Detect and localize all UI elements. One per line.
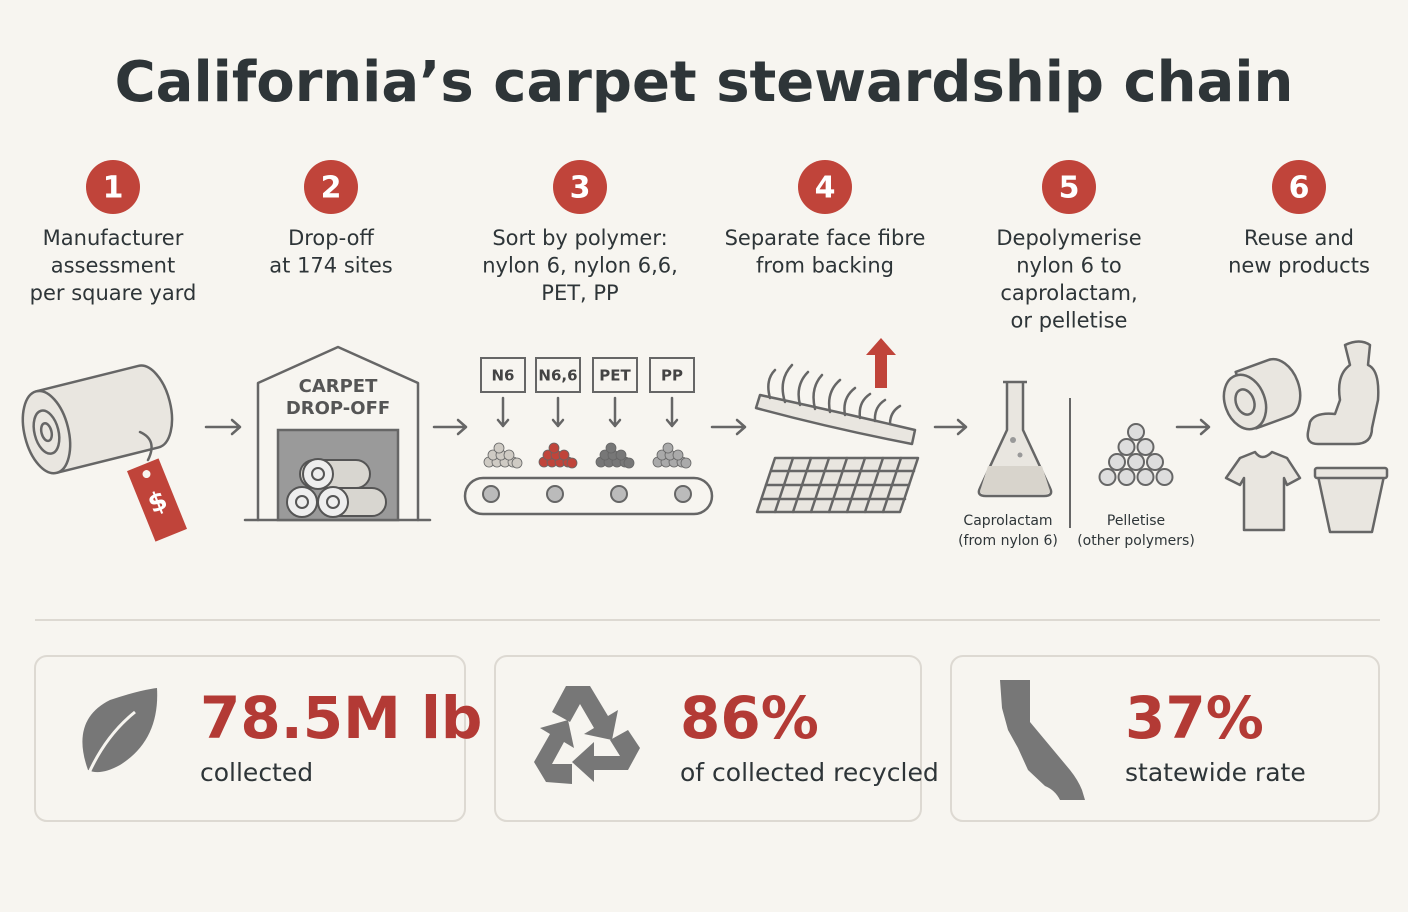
- pellet: [1146, 453, 1164, 471]
- step-label: from backing: [756, 254, 894, 278]
- drop-off-icon: CARPET DROP-OFF: [243, 345, 432, 522]
- pile: [503, 449, 515, 461]
- stat-caption: statewide rate: [1125, 758, 1306, 787]
- step-label: per square yard: [30, 281, 197, 305]
- step-label: caprolactam,: [1000, 281, 1137, 305]
- step-badge: [304, 160, 358, 214]
- pellet: [1117, 438, 1136, 456]
- bin-label: N6: [492, 367, 515, 385]
- roller: [482, 485, 500, 503]
- bin-label: PET: [599, 367, 631, 385]
- flow-arrows: [204, 418, 1211, 436]
- step-label: assessment: [51, 254, 175, 278]
- step-badge: [86, 160, 140, 214]
- step-badge: [1042, 160, 1096, 214]
- bin-label: PP: [661, 367, 683, 385]
- output-name: Pelletise: [1107, 513, 1165, 529]
- pile: [548, 442, 560, 454]
- pile: [662, 442, 674, 454]
- bin-arrow: [665, 396, 679, 428]
- step-number: 3: [570, 171, 591, 206]
- pellet: [1098, 468, 1117, 486]
- carpet-roll-icon: $: [21, 364, 187, 542]
- step: 4 Separate face fibre from backing: [725, 160, 926, 278]
- step-label: Sort by polymer:: [492, 226, 667, 250]
- pellet: [1155, 468, 1174, 486]
- step-badge: [1272, 160, 1326, 214]
- step-number: 1: [103, 171, 124, 206]
- pile: [615, 449, 627, 461]
- stat-caption: of collected recycled: [680, 758, 939, 787]
- step-number: 6: [1289, 171, 1310, 206]
- roller: [610, 485, 628, 503]
- pellet: [1117, 468, 1136, 486]
- price-tag: [127, 458, 187, 542]
- pellet: [1108, 453, 1126, 471]
- product-icons: [1222, 340, 1389, 534]
- sign-line: DROP-OFF: [286, 398, 390, 419]
- stat-caption: collected: [200, 758, 313, 787]
- step-label: nylon 6 to: [1016, 254, 1122, 278]
- pile: [623, 457, 635, 469]
- step: 2 Drop-off at 174 sites: [269, 160, 393, 278]
- pellet: [1136, 468, 1155, 486]
- step-badge: [798, 160, 852, 214]
- pellet: [1127, 423, 1145, 441]
- step-label: new products: [1228, 254, 1370, 278]
- bin-arrow: [496, 396, 510, 428]
- step-number: 4: [815, 171, 836, 206]
- leaf-icon: [82, 688, 158, 773]
- step: 1 Manufacturer assessment per square yard: [30, 160, 197, 305]
- title: California’s carpet stewardship chain: [115, 50, 1294, 115]
- pile: [680, 457, 692, 469]
- pile: [511, 457, 523, 469]
- pellet: [1127, 453, 1145, 471]
- stat-value: 78.5M lb: [200, 684, 482, 752]
- roller: [674, 485, 692, 503]
- pile: [566, 457, 578, 469]
- output-icons: Caprolactam (from nylon 6) Pelletise (ot…: [958, 380, 1195, 549]
- step-label: or pelletise: [1011, 309, 1128, 333]
- pile: [558, 449, 570, 461]
- california-icon: [1000, 680, 1085, 800]
- bin-box: [592, 357, 638, 393]
- bin-label: N6,6: [538, 367, 577, 385]
- step-label: nylon 6, nylon 6,6,: [482, 254, 678, 278]
- pile: [672, 449, 684, 461]
- step-badge: [553, 160, 607, 214]
- bin-arrow: [551, 396, 565, 428]
- step-label: Drop-off: [288, 226, 374, 250]
- stats: 78.5M lb collected 86% of collected recycle…: [34, 655, 1380, 822]
- separation-icon: [754, 338, 920, 514]
- sorting-icon: N6 N6,6 PET PP: [463, 357, 714, 516]
- step: 6 Reuse and new products: [1228, 160, 1370, 278]
- step-number: 5: [1059, 171, 1080, 206]
- step-label: Separate face fibre: [725, 226, 926, 250]
- sign-line: CARPET: [299, 376, 378, 397]
- roller: [546, 485, 564, 503]
- step: 5 Depolymerise nylon 6 to caprolactam, or pe…: [996, 160, 1142, 333]
- output-note: (other polymers): [1077, 533, 1195, 549]
- step-label: Depolymerise: [996, 226, 1141, 250]
- bin-arrow: [608, 396, 622, 428]
- pile: [605, 442, 617, 454]
- step-number: 2: [321, 171, 342, 206]
- stat-value: 86%: [680, 684, 819, 752]
- step: 3 Sort by polymer: nylon 6, nylon 6,6, PET,…: [482, 160, 678, 305]
- step-label: Reuse and: [1244, 226, 1354, 250]
- output-note: (from nylon 6): [958, 533, 1058, 549]
- bin-box: [480, 357, 526, 393]
- pile: [493, 442, 505, 454]
- stat-value: 37%: [1125, 684, 1264, 752]
- bin-box: [535, 357, 581, 393]
- step-label: at 174 sites: [269, 254, 392, 278]
- output-name: Caprolactam: [963, 513, 1052, 529]
- recycle-icon: [534, 686, 640, 784]
- step-label: Manufacturer: [43, 226, 184, 250]
- bin-box: [649, 357, 695, 393]
- step-label: PET, PP: [541, 281, 618, 305]
- pellet: [1136, 438, 1155, 456]
